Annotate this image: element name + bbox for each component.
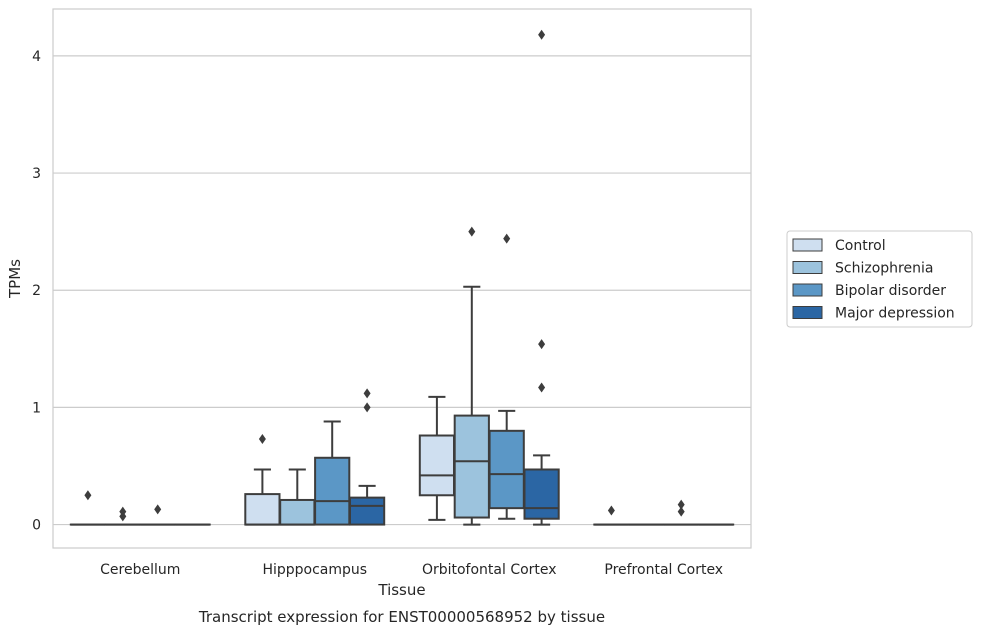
box-body: [523, 468, 560, 520]
outlier-point: [607, 505, 615, 516]
box-schizophrenia: [453, 226, 490, 526]
grid: [53, 55, 751, 526]
box-body: [314, 456, 351, 526]
outlier-point: [154, 504, 162, 515]
box-body: [453, 414, 490, 519]
outlier-point: [538, 29, 546, 40]
x-axis-title: Tissue: [377, 581, 425, 599]
legend: Control Schizophrenia Bipolar disorder Majo…: [786, 230, 973, 328]
outlier-point: [538, 382, 546, 393]
box-body: [348, 496, 386, 526]
outlier-point: [363, 402, 371, 413]
outlier-point: [119, 506, 127, 517]
y-axis-title: TPMs: [6, 259, 24, 299]
x-tick-label: Hipppocampus: [262, 562, 367, 578]
x-tick-label: Prefrontal Cortex: [604, 562, 723, 578]
box-body: [488, 429, 525, 510]
legend-label: Major depression: [835, 306, 955, 322]
legend-swatch: [792, 238, 823, 252]
box-body: [279, 498, 316, 526]
box-schizophrenia: [279, 468, 316, 526]
box-plots: [69, 29, 735, 526]
legend-label: Bipolar disorder: [835, 283, 946, 299]
outlier-point: [538, 339, 546, 350]
box-major-depression: [348, 388, 386, 526]
chart-title: Transcript expression for ENST0000056895…: [198, 608, 605, 626]
legend-swatch: [792, 283, 823, 297]
legend-frame: [786, 230, 973, 328]
box-body: [244, 493, 281, 526]
box-control: [418, 395, 456, 521]
box-bipolar-disorder: [663, 499, 700, 526]
outlier-point: [677, 499, 685, 510]
box-control: [244, 434, 281, 526]
legend-label: Schizophrenia: [835, 261, 933, 277]
x-tick-labels: Cerebellum Hipppocampus Orbitofontal Corte…: [100, 562, 723, 578]
x-tick-label: Orbitofontal Cortex: [422, 562, 557, 578]
y-tick-label: 0: [32, 518, 41, 534]
box-schizophrenia: [104, 506, 141, 526]
box-bipolar-disorder: [314, 420, 351, 526]
plot-frame: [52, 8, 752, 549]
box-bipolar-disorder: [139, 504, 176, 526]
y-tick-label: 3: [32, 166, 41, 182]
legend-swatch: [792, 261, 823, 274]
outlier-point: [84, 490, 92, 501]
outlier-point: [468, 226, 476, 237]
y-tick-label: 2: [32, 283, 41, 299]
y-tick-label: 1: [32, 400, 41, 416]
box-control: [593, 505, 630, 526]
y-tick-labels: 0 1 2 3 4: [32, 49, 41, 534]
box-body: [418, 434, 456, 497]
outlier-point: [503, 233, 511, 244]
outlier-point: [363, 388, 371, 399]
legend-swatch: [792, 306, 823, 319]
box-bipolar-disorder: [488, 233, 525, 520]
y-tick-label: 4: [32, 49, 41, 65]
outlier-point: [258, 434, 266, 445]
x-tick-label: Cerebellum: [100, 562, 180, 578]
outlier-point: [677, 506, 685, 517]
box-major-depression: [523, 29, 560, 526]
box-control: [69, 490, 107, 526]
legend-label: Control: [835, 238, 886, 254]
